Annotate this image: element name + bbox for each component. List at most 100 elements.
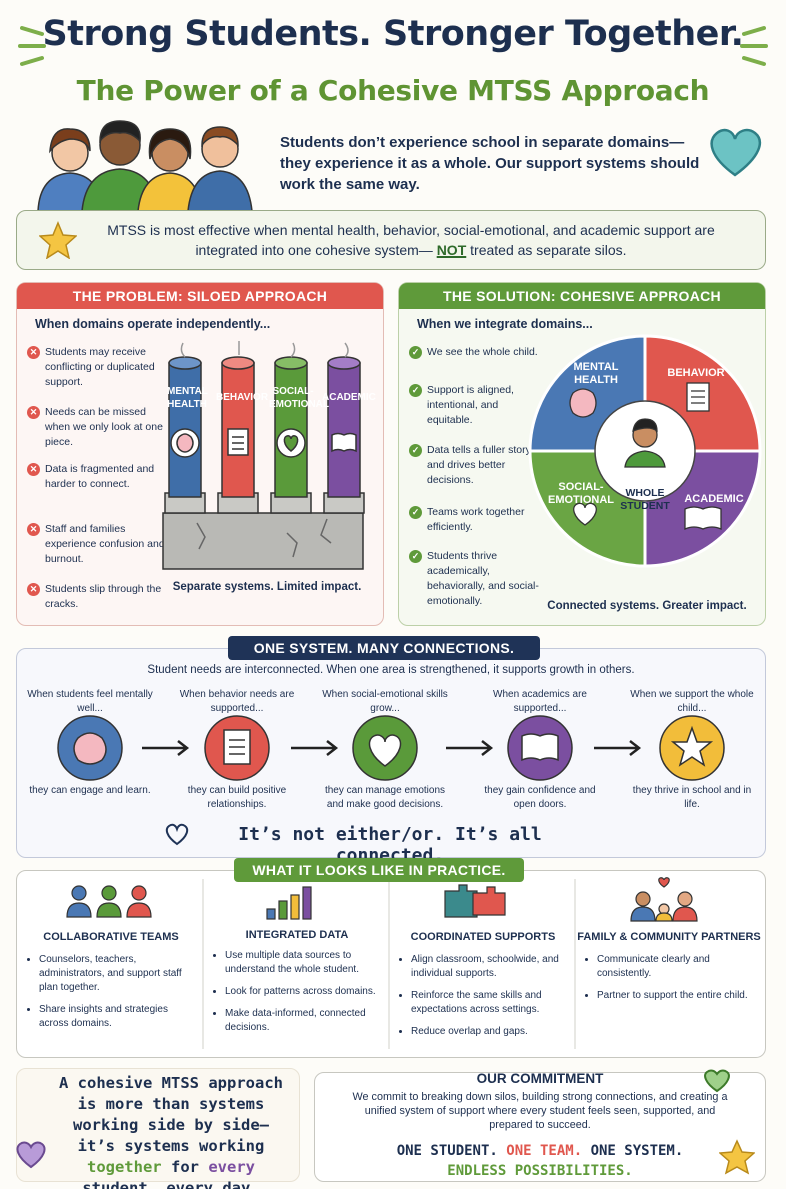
heart-icon bbox=[16, 1141, 46, 1169]
check-icon: ✓ bbox=[409, 444, 422, 457]
practice-column: COORDINATED SUPPORTS Align classroom, sch… bbox=[391, 879, 575, 1051]
problem-point-text: Staff and families experience confusion … bbox=[45, 523, 165, 565]
solution-point: ✓ Data tells a fuller story and drives be… bbox=[409, 443, 539, 488]
puzzle-illustration bbox=[528, 334, 762, 568]
closing-part: together bbox=[86, 1158, 162, 1176]
practice-item: Reinforce the same skills and expectatio… bbox=[411, 989, 569, 1017]
step-result: they thrive in school and in life. bbox=[632, 785, 752, 810]
practice-item: Reduce overlap and gaps. bbox=[411, 1025, 569, 1039]
connections-lead: Student needs are interconnected. When o… bbox=[147, 664, 635, 676]
step-when: When academics are supported... bbox=[493, 689, 587, 714]
check-icon: ✓ bbox=[409, 384, 422, 397]
solution-title: THE SOLUTION: COHESIVE APPROACH bbox=[399, 283, 765, 309]
students-illustration bbox=[37, 120, 253, 211]
check-icon: ✓ bbox=[409, 506, 422, 519]
step-result: they can engage and learn. bbox=[29, 785, 151, 796]
title: Strong Students. Stronger Together. bbox=[42, 14, 744, 54]
problem-caption: Separate systems. Limited impact. bbox=[172, 581, 362, 593]
solution-point-text: Data tells a fuller story and drives bet… bbox=[427, 444, 531, 486]
closing-text: A cohesive MTSS approach is more than sy… bbox=[51, 1073, 291, 1189]
practice-item: Make data-informed, connected decisions. bbox=[225, 1007, 383, 1035]
step-when: When we support the whole child... bbox=[630, 689, 754, 714]
closing-part: A cohesive MTSS approach is more than sy… bbox=[59, 1074, 283, 1155]
practice-list: Counselors, teachers, administrators, an… bbox=[27, 953, 197, 1039]
domain-label: MENTAL HEALTH bbox=[573, 361, 619, 386]
commitment-panel: OUR COMMITMENT We commit to breaking dow… bbox=[314, 1069, 766, 1182]
practice-item: Share insights and strategies across dom… bbox=[39, 1003, 197, 1031]
silo-label: SOCIAL-EMOTIONAL bbox=[269, 386, 329, 410]
step-when: When social-emotional skills grow... bbox=[322, 689, 448, 714]
x-icon: ✕ bbox=[27, 583, 40, 596]
check-icon: ✓ bbox=[409, 550, 422, 563]
solution-caption: Connected systems. Greater impact. bbox=[547, 600, 747, 612]
step-result: they gain confidence and open doors. bbox=[484, 785, 596, 810]
problem-point-text: Students slip through the cracks. bbox=[45, 583, 162, 610]
practice-heading: COLLABORATIVE TEAMS bbox=[43, 931, 179, 943]
silo-label: ACADEMIC bbox=[322, 392, 376, 403]
key-message-text: MTSS is most effective when mental healt… bbox=[77, 220, 745, 260]
problem-panel: THE PROBLEM: SILOED APPROACH When domain… bbox=[16, 282, 384, 626]
step-result: they can build positive relationships. bbox=[187, 785, 287, 810]
solution-point: ✓ We see the whole child. bbox=[409, 345, 539, 360]
closing-panel: A cohesive MTSS approach is more than sy… bbox=[16, 1068, 300, 1189]
step-when: When behavior needs are supported... bbox=[179, 689, 295, 714]
subtitle: The Power of a Cohesive MTSS Approach bbox=[76, 74, 710, 107]
solution-point: ✓ Support is aligned, intentional, and eq… bbox=[409, 383, 539, 428]
practice-title: WHAT IT LOOKS LIKE IN PRACTICE. bbox=[234, 858, 524, 882]
silo-label: BEHAVIOR bbox=[216, 392, 269, 403]
practice-dividers bbox=[66, 877, 698, 1049]
domain-label: ACADEMIC bbox=[684, 493, 744, 505]
problem-point-text: Students may receive conflicting or dupl… bbox=[45, 346, 155, 388]
problem-point-text: Needs can be missed when we only look at… bbox=[45, 406, 163, 448]
practice-heading: INTEGRATED DATA bbox=[245, 929, 349, 941]
key-message-emphasis: NOT bbox=[436, 242, 467, 258]
practice-item: Partner to support the entire child. bbox=[597, 989, 755, 1003]
commitment-title: OUR COMMITMENT bbox=[476, 1071, 604, 1086]
practice-heading: COORDINATED SUPPORTS bbox=[410, 931, 556, 943]
closing-part: for bbox=[170, 1158, 199, 1176]
practice-column: FAMILY & COMMUNITY PARTNERS Communicate c… bbox=[577, 879, 761, 1051]
x-icon: ✕ bbox=[27, 463, 40, 476]
practice-item: Use multiple data sources to understand … bbox=[225, 949, 383, 977]
heart-outline-icon bbox=[165, 823, 189, 846]
solution-point-text: We see the whole child. bbox=[427, 346, 538, 358]
center-label: WHOLE STUDENT bbox=[620, 487, 670, 512]
solution-point-text: Support is aligned, intentional, and equ… bbox=[427, 384, 514, 426]
closing-part: student, every day. bbox=[82, 1179, 260, 1189]
domain-label: SOCIAL-EMOTIONAL bbox=[548, 481, 614, 506]
step-result: they can manage emotions and make good d… bbox=[324, 785, 446, 810]
solution-point: ✓ Students thrive academically, behaviora… bbox=[409, 549, 539, 609]
commitment-body: We commit to breaking down silos, buildi… bbox=[352, 1091, 728, 1131]
silos-illustration bbox=[162, 341, 365, 570]
practice-column: COLLABORATIVE TEAMS Counselors, teachers,… bbox=[19, 879, 203, 1051]
problem-point: ✕ Needs can be missed when we only look a… bbox=[27, 405, 167, 450]
commitment-phrase: ONE STUDENT. bbox=[396, 1143, 498, 1159]
practice-item: Counselors, teachers, administrators, an… bbox=[39, 953, 197, 995]
key-message-after: treated as separate silos. bbox=[470, 242, 627, 258]
solution-panel: THE SOLUTION: COHESIVE APPROACH When we … bbox=[398, 282, 766, 626]
commitment-phrase: ONE TEAM. bbox=[506, 1143, 583, 1159]
star-icon bbox=[719, 1139, 755, 1175]
solution-point-text: Teams work together efficiently. bbox=[427, 506, 525, 533]
step-when: When students feel mentally well... bbox=[27, 689, 153, 714]
heart-icon bbox=[704, 1069, 730, 1093]
commitment-tagline: ENDLESS POSSIBILITIES. bbox=[447, 1163, 633, 1179]
practice-heading: FAMILY & COMMUNITY PARTNERS bbox=[577, 931, 761, 943]
key-message: MTSS is most effective when mental healt… bbox=[16, 210, 766, 270]
connections-icons bbox=[57, 715, 725, 781]
commitment-line: ONE STUDENT. ONE TEAM. ONE SYSTEM. bbox=[315, 1143, 765, 1159]
problem-title: THE PROBLEM: SILOED APPROACH bbox=[17, 283, 383, 309]
practice-item: Align classroom, schoolwide, and individ… bbox=[411, 953, 569, 981]
problem-point: ✕ Data is fragmented and harder to connec… bbox=[27, 462, 167, 492]
practice-list: Communicate clearly and consistently. Par… bbox=[585, 953, 755, 1011]
solution-point: ✓ Teams work together efficiently. bbox=[409, 505, 539, 535]
problem-point: ✕ Students slip through the cracks. bbox=[27, 582, 167, 612]
closing-part: every bbox=[208, 1158, 255, 1176]
solution-point-text: Students thrive academically, behavioral… bbox=[427, 550, 539, 607]
problem-lead: When domains operate independently... bbox=[35, 317, 271, 331]
solution-lead: When we integrate domains... bbox=[417, 317, 593, 331]
practice-list: Use multiple data sources to understand … bbox=[213, 949, 383, 1043]
check-icon: ✓ bbox=[409, 346, 422, 359]
practice-column: INTEGRATED DATA Use multiple data sources… bbox=[205, 879, 389, 1051]
